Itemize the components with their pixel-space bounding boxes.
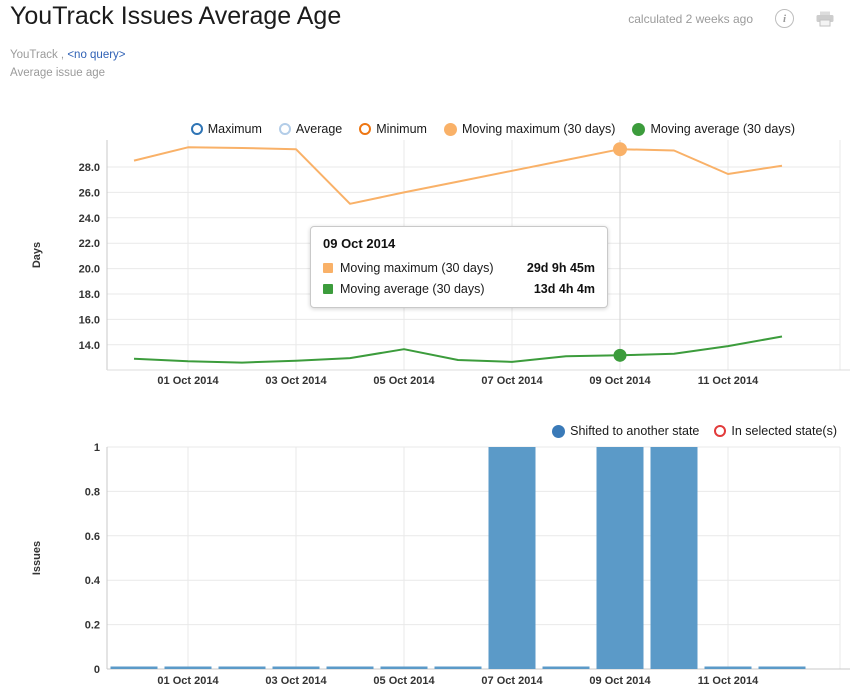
bar-09-oct-2014[interactable]: [596, 447, 644, 669]
average-swatch-icon: [278, 123, 291, 135]
tooltip-row: Moving average (30 days) 13d 4h 4m: [323, 278, 595, 299]
bottom-chart-legend: Shifted to another state In selected stat…: [552, 424, 837, 438]
tooltip-row-value: 13d 4h 4m: [533, 281, 595, 296]
in-selected-state-s-swatch-icon: [714, 425, 727, 437]
legend-item-moving-average-30-days[interactable]: Moving average (30 days): [632, 122, 795, 136]
bar-11-oct-2014[interactable]: [704, 666, 752, 670]
y-tick-label: 1: [94, 442, 100, 454]
moving-maximum-30-days-swatch-icon: [443, 122, 457, 136]
x-tick-label: 03 Oct 2014: [265, 375, 327, 387]
legend-item-average[interactable]: Average: [278, 122, 343, 136]
bar-30-sep-2014[interactable]: [110, 666, 158, 670]
breadcrumb: YouTrack , <no query>: [10, 49, 126, 61]
y-tick-label: 0: [94, 664, 100, 676]
info-icon[interactable]: i: [775, 9, 794, 28]
legend-item-minimum[interactable]: Minimum: [359, 122, 427, 136]
tooltip-date: 09 Oct 2014: [323, 236, 396, 251]
bar-02-oct-2014[interactable]: [218, 666, 266, 670]
bar-06-oct-2014[interactable]: [434, 666, 482, 670]
legend-item-maximum[interactable]: Maximum: [190, 122, 262, 136]
minimum-swatch-icon: [359, 123, 372, 135]
page-title: YouTrack Issues Average Age: [10, 2, 342, 30]
x-tick-label: 07 Oct 2014: [481, 375, 543, 387]
y-tick-label: 14.0: [79, 340, 100, 352]
header-actions: calculated 2 weeks ago i: [628, 9, 834, 28]
bar-08-oct-2014[interactable]: [542, 666, 590, 670]
tooltip-row-label: Moving average (30 days): [340, 281, 485, 296]
legend-item-shifted-to-another-state[interactable]: Shifted to another state: [552, 424, 699, 438]
x-tick-label: 03 Oct 2014: [265, 675, 327, 687]
shifted-to-another-state-swatch-icon: [552, 424, 566, 438]
x-tick-label: 09 Oct 2014: [589, 675, 651, 687]
legend-label: Maximum: [207, 122, 262, 136]
tooltip-row-label: Moving maximum (30 days): [340, 260, 494, 275]
moving-maximum-swatch-icon: [323, 262, 333, 273]
moving-average-30-days-marker[interactable]: [613, 348, 627, 362]
legend-item-moving-maximum-30-days[interactable]: Moving maximum (30 days): [443, 122, 616, 136]
y-tick-label: 24.0: [79, 213, 100, 225]
top-chart-legend: Maximum Average Minimum Moving maximum (30 …: [0, 122, 795, 136]
y-tick-label: 26.0: [79, 187, 100, 199]
x-tick-label: 11 Oct 2014: [698, 375, 759, 387]
legend-item-in-selected-state-s[interactable]: In selected state(s): [714, 424, 837, 438]
y-tick-label: 28.0: [79, 162, 100, 174]
bar-03-oct-2014[interactable]: [272, 666, 320, 670]
x-tick-label: 09 Oct 2014: [589, 375, 651, 387]
tooltip-row-value: 29d 9h 45m: [526, 260, 595, 275]
bar-05-oct-2014[interactable]: [380, 666, 428, 670]
bar-01-oct-2014[interactable]: [164, 666, 212, 670]
legend-label: Average: [295, 122, 343, 136]
moving-average-swatch-icon: [323, 283, 333, 294]
y-tick-label: 0.6: [85, 531, 100, 543]
x-tick-label: 01 Oct 2014: [157, 675, 219, 687]
x-tick-label: 11 Oct 2014: [698, 675, 759, 687]
y-tick-label: 22.0: [79, 238, 100, 250]
legend-label: In selected state(s): [731, 424, 837, 438]
x-tick-label: 05 Oct 2014: [373, 375, 435, 387]
issues-chart[interactable]: 1 0.8 0.6 0.4 0.2 0 01 Oct 2014 03 Oct 2014 05 O…: [0, 440, 850, 695]
series-moving-maximum-30-days-line[interactable]: [133, 146, 783, 205]
tooltip-row: Moving maximum (30 days) 29d 9h 45m: [323, 257, 595, 278]
y-axis-title: Issues: [31, 541, 43, 575]
chart-tooltip: 09 Oct 2014 Moving maximum (30 days) 29d…: [310, 226, 608, 308]
breadcrumb-project: YouTrack ,: [10, 49, 65, 61]
bar-04-oct-2014[interactable]: [326, 666, 374, 670]
x-tick-label: 01 Oct 2014: [157, 375, 219, 387]
bar-12-oct-2014[interactable]: [758, 666, 806, 670]
legend-label: Moving maximum (30 days): [461, 122, 616, 136]
moving-maximum-30-days-marker[interactable]: [613, 142, 627, 157]
print-icon[interactable]: [816, 11, 834, 27]
y-tick-label: 20.0: [79, 264, 100, 276]
y-axis-title: Days: [31, 242, 43, 268]
y-tick-label: 18.0: [79, 289, 100, 301]
maximum-swatch-icon: [190, 123, 203, 135]
y-tick-label: 16.0: [79, 314, 100, 326]
query-link[interactable]: <no query>: [67, 49, 126, 61]
moving-average-30-days-swatch-icon: [632, 122, 646, 136]
x-tick-label: 05 Oct 2014: [373, 675, 435, 687]
y-tick-label: 0.8: [85, 486, 100, 498]
y-tick-label: 0.4: [85, 575, 101, 587]
x-tick-label: 07 Oct 2014: [481, 675, 543, 687]
bar-10-oct-2014[interactable]: [650, 447, 698, 669]
legend-label: Minimum: [376, 122, 427, 136]
legend-label: Moving average (30 days): [650, 122, 795, 136]
legend-label: Shifted to another state: [570, 424, 700, 438]
series-moving-average-30-days-line[interactable]: [133, 335, 783, 364]
calculated-label: calculated 2 weeks ago: [628, 11, 753, 26]
bar-07-oct-2014[interactable]: [488, 447, 536, 669]
y-tick-label: 0.2: [85, 620, 100, 632]
report-subtitle: Average issue age: [10, 67, 106, 79]
